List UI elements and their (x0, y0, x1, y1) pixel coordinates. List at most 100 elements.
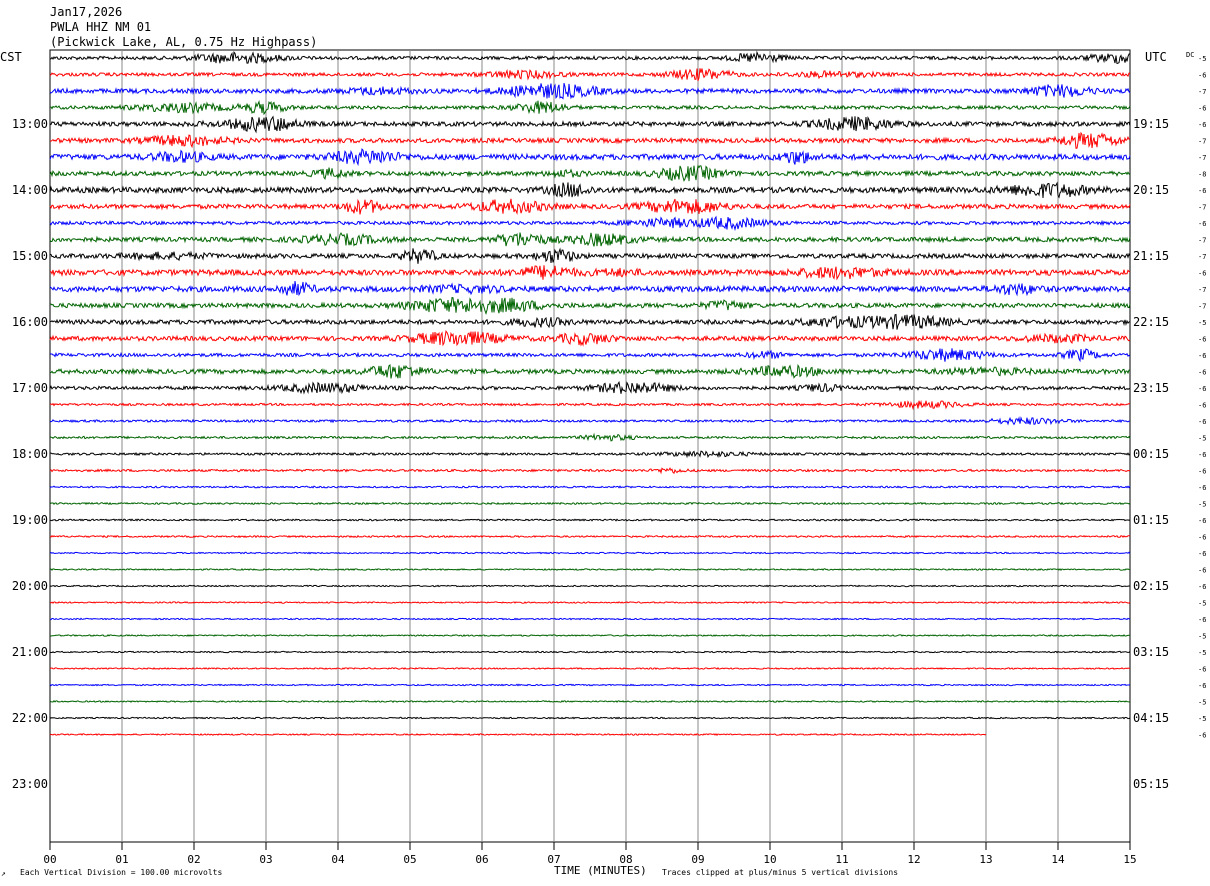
dc-offset-label: -6 (1198, 105, 1206, 113)
trace-row-21 (49, 380, 1131, 395)
right-hour-label: 23:15 (1133, 381, 1169, 395)
dc-offset-label: -6 (1198, 534, 1206, 542)
dc-offset-label: -6 (1198, 72, 1206, 80)
dc-offset-label: -7 (1198, 138, 1206, 146)
trace-row-19 (49, 348, 1131, 363)
dc-offset-header: DC (1186, 51, 1194, 59)
dc-offset-label: -6 (1198, 484, 1206, 492)
trace-row-6 (49, 131, 1131, 149)
dc-offset-label: -6 (1198, 451, 1206, 459)
dc-offset-label: -6 (1198, 402, 1206, 410)
trace-row-4 (50, 100, 1131, 116)
trace-row-9 (49, 181, 1131, 199)
right-hour-label: 20:15 (1133, 183, 1169, 197)
trace-row-32 (49, 568, 1131, 572)
dc-offset-label: -5 (1198, 435, 1206, 443)
right-hour-label: 02:15 (1133, 579, 1169, 593)
trace-row-11 (49, 215, 1131, 232)
trace-row-30 (49, 534, 1131, 539)
trace-row-1 (49, 50, 1131, 65)
trace-row-26 (49, 467, 1131, 475)
right-hour-label: 01:15 (1133, 513, 1169, 527)
trace-row-3 (49, 82, 1131, 100)
trace-row-33 (49, 584, 1131, 588)
x-tick-label: 02 (187, 853, 200, 866)
dc-offset-label: -5 (1198, 715, 1206, 723)
dc-offset-label: -6 (1198, 468, 1206, 476)
right-timezone-label: UTC (1145, 50, 1167, 64)
x-tick-label: 04 (331, 853, 345, 866)
dc-offset-label: -6 (1198, 270, 1206, 278)
left-hour-labels: 13:00 14:00 15:00 16:00 17:00 18:00 19:00 20:00… (12, 117, 48, 791)
dc-offset-label: -7 (1198, 253, 1206, 261)
left-hour-label: 20:00 (12, 579, 48, 593)
dc-offset-label: -7 (1198, 154, 1206, 162)
x-tick-label: 15 (1123, 853, 1136, 866)
left-timezone-label: CST (0, 50, 22, 64)
plot-frame (49, 49, 1131, 843)
left-hour-label: 14:00 (12, 183, 48, 197)
trace-row-5 (49, 115, 1131, 134)
seismic-traces (49, 50, 1131, 737)
dc-offset-label: -5 (1198, 319, 1206, 327)
dc-offset-label: -6 (1198, 220, 1206, 228)
trace-row-8 (49, 164, 1131, 182)
dc-offset-label: -6 (1198, 583, 1206, 591)
left-hour-label: 21:00 (12, 645, 48, 659)
trace-row-14 (50, 265, 1131, 281)
left-hour-label: 16:00 (12, 315, 48, 329)
right-hour-label: 19:15 (1133, 117, 1169, 131)
trace-row-35 (49, 617, 1131, 621)
dc-offset-label: -6 (1198, 550, 1206, 558)
left-hour-label: 19:00 (12, 513, 48, 527)
left-hour-label: 15:00 (12, 249, 48, 263)
clip-note: Traces clipped at plus/minus 5 vertical … (662, 868, 898, 877)
trace-row-12 (49, 232, 1131, 247)
trace-row-18 (49, 329, 1131, 347)
trace-row-15 (49, 281, 1131, 297)
x-tick-label: 13 (979, 853, 992, 866)
x-tick-label: 12 (907, 853, 920, 866)
trace-row-16 (49, 297, 1131, 315)
x-tick-label: 14 (1051, 853, 1065, 866)
x-tick-label: 11 (835, 853, 848, 866)
trace-row-23 (49, 416, 1130, 426)
dc-offset-label: -7 (1198, 303, 1206, 311)
trace-row-25 (49, 450, 1131, 459)
trace-row-17 (49, 313, 1131, 330)
x-tick-label: 07 (547, 853, 560, 866)
dc-offset-label: -5 (1198, 649, 1206, 657)
trace-row-10 (49, 198, 1131, 216)
trace-row-29 (49, 518, 1131, 522)
dc-offset-label: -6 (1198, 682, 1206, 690)
x-tick-label: 03 (259, 853, 272, 866)
dc-offset-label: -6 (1198, 336, 1206, 344)
left-hour-label: 18:00 (12, 447, 48, 461)
x-axis-ticks: 00 01 02 03 04 05 06 07 08 09 10 11 12 13 14 15 (43, 842, 1137, 866)
left-hour-label: 13:00 (12, 117, 48, 131)
trace-row-31 (49, 551, 1131, 555)
x-tick-label: 01 (115, 853, 128, 866)
dc-offset-label: -6 (1198, 567, 1206, 575)
dc-offset-label: -6 (1198, 369, 1206, 377)
dc-offset-label: -6 (1198, 385, 1206, 393)
date-label: Jan17,2026 (50, 5, 122, 19)
dc-offset-label: -5 (1198, 633, 1206, 641)
trace-row-2 (49, 68, 1131, 81)
minute-gridlines (121, 50, 1059, 842)
right-hour-label: 22:15 (1133, 315, 1169, 329)
right-hour-label: 05:15 (1133, 777, 1169, 791)
trace-row-27 (49, 485, 1131, 489)
dc-offset-label: -5 (1198, 600, 1206, 608)
trace-row-38 (49, 666, 1131, 670)
dc-offset-label: -6 (1198, 121, 1206, 129)
trace-row-7 (49, 148, 1131, 167)
trace-row-36 (49, 634, 1131, 637)
left-hour-label: 17:00 (12, 381, 48, 395)
x-tick-label: 06 (475, 853, 488, 866)
dc-offset-label: -6 (1198, 187, 1206, 195)
trace-row-13 (49, 247, 1131, 264)
vertical-scale-note: Each Vertical Division = 100.00 microvol… (20, 868, 222, 877)
x-tick-label: 00 (43, 853, 56, 866)
